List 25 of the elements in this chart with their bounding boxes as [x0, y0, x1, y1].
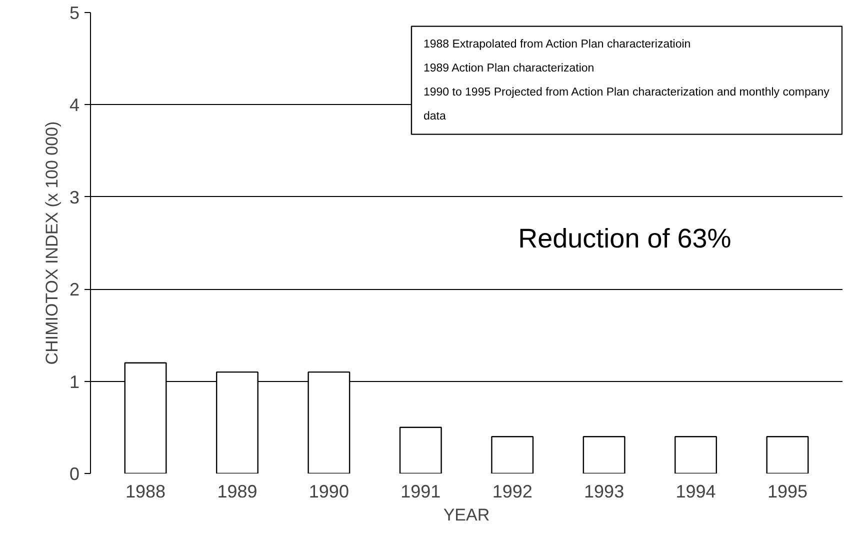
- x-tick-label: 1991: [400, 482, 441, 502]
- x-tick-label: 1995: [767, 482, 808, 502]
- bar: [674, 436, 717, 474]
- x-tick-label: 1989: [217, 482, 258, 502]
- y-axis-title: CHIMIOTOX INDEX (x 100 000): [42, 121, 62, 365]
- bar: [399, 426, 442, 474]
- annotation: 1990 to 1995 Projected from Action Plan characterization and monthly company data: [423, 86, 830, 122]
- y-tick-label: 2: [69, 280, 80, 300]
- bar: [582, 436, 626, 474]
- x-tick-label: 1988: [126, 482, 166, 502]
- x-tick-label: 1993: [584, 482, 624, 502]
- y-tick-label: 3: [69, 187, 80, 208]
- annotation: Reduction of 63%: [518, 223, 732, 254]
- x-axis-title: YEAR: [443, 506, 490, 524]
- y-tick-label: 1: [69, 372, 80, 392]
- annotation: 1988 Extrapolated from Action Plan characterizatioin: [423, 38, 691, 50]
- bar: [491, 436, 534, 474]
- y-tick-label: 4: [69, 95, 80, 116]
- y-tick-label: 5: [69, 3, 80, 23]
- annotation: 1989 Action Plan characterization: [423, 62, 594, 74]
- x-tick-label: 1994: [676, 482, 716, 502]
- x-tick-label: 1992: [492, 482, 532, 502]
- y-tick-label: 0: [69, 464, 80, 484]
- x-tick-label: 1990: [308, 482, 349, 502]
- bar: [766, 436, 809, 474]
